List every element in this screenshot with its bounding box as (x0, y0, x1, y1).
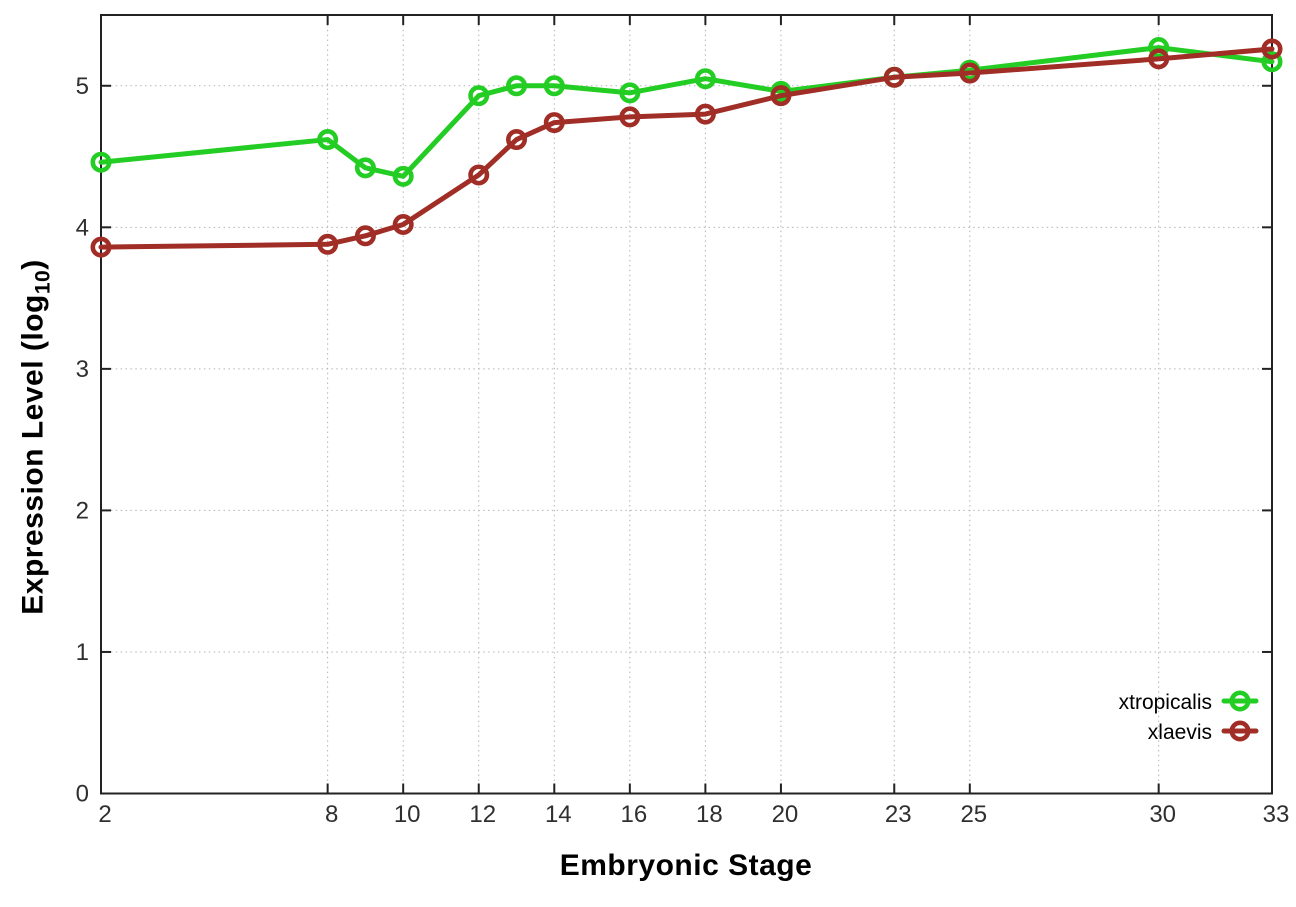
legend-marker-xtropicalis (1229, 690, 1251, 712)
data-point-xtropicalis-13 (506, 75, 528, 97)
y-axis-title: Expression Level (log10) (17, 259, 56, 614)
data-point-xtropicalis-8 (317, 129, 339, 151)
data-point-xtropicalis-33 (1261, 51, 1283, 73)
data-point-xtropicalis-14 (543, 75, 565, 97)
series-line-xtropicalis (98, 45, 1275, 179)
data-point-xlaevis-14 (543, 112, 565, 134)
data-point-xtropicalis-18 (694, 68, 716, 90)
y-tick-label-4: 4 (76, 214, 89, 241)
data-point-xtropicalis-2 (90, 151, 112, 173)
data-point-xlaevis-16 (619, 106, 641, 128)
x-tick-label-23: 23 (885, 801, 912, 828)
x-tick-label-20: 20 (772, 801, 799, 828)
x-tick-label-10: 10 (394, 801, 421, 828)
x-tick-label-30: 30 (1149, 801, 1176, 828)
x-tick-label-12: 12 (469, 801, 496, 828)
y-axis-title-text: Expression Level (log (16, 294, 50, 615)
data-point-xlaevis-30 (1148, 48, 1170, 70)
data-point-xlaevis-33 (1261, 38, 1283, 60)
data-point-xlaevis-12 (468, 164, 490, 186)
y-tick-label-1: 1 (76, 639, 89, 666)
data-point-xtropicalis-12 (468, 85, 490, 107)
y-tick-label-2: 2 (76, 497, 89, 524)
data-point-xtropicalis-9 (354, 157, 376, 179)
y-axis-title-subscript: 10 (31, 269, 55, 295)
data-point-xlaevis-8 (317, 233, 339, 255)
y-tick-label-0: 0 (76, 781, 89, 808)
x-tick-label-18: 18 (696, 801, 723, 828)
data-point-xlaevis-10 (392, 213, 414, 235)
x-tick-label-2: 2 (98, 801, 111, 828)
x-tick-label-33: 33 (1263, 801, 1290, 828)
legend-marker-xlaevis (1229, 720, 1251, 742)
data-point-xtropicalis-10 (392, 165, 414, 187)
plot-border (100, 14, 1273, 795)
y-tick-label-3: 3 (76, 356, 89, 383)
x-axis-title-text: Embryonic Stage (559, 849, 813, 882)
data-point-xtropicalis-16 (619, 82, 641, 104)
data-point-xlaevis-9 (354, 225, 376, 247)
legend-label-xtropicalis: xtropicalis (1119, 691, 1212, 714)
x-axis-title: Embryonic Stage (560, 849, 813, 883)
series-line-xlaevis (98, 46, 1275, 250)
legend-label-xlaevis: xlaevis (1148, 721, 1212, 744)
data-point-xlaevis-20 (770, 85, 792, 107)
y-tick-label-5: 5 (76, 73, 89, 100)
data-point-xlaevis-2 (90, 236, 112, 258)
data-point-xlaevis-13 (506, 129, 528, 151)
x-tick-label-8: 8 (325, 801, 338, 828)
y-axis-title-close: ) (16, 259, 50, 270)
data-point-xlaevis-23 (883, 66, 905, 88)
x-tick-label-25: 25 (960, 801, 987, 828)
data-point-xtropicalis-30 (1148, 37, 1170, 59)
data-point-xlaevis-18 (694, 103, 716, 125)
x-tick-label-16: 16 (620, 801, 647, 828)
data-point-xlaevis-25 (959, 62, 981, 84)
x-tick-label-14: 14 (545, 801, 572, 828)
